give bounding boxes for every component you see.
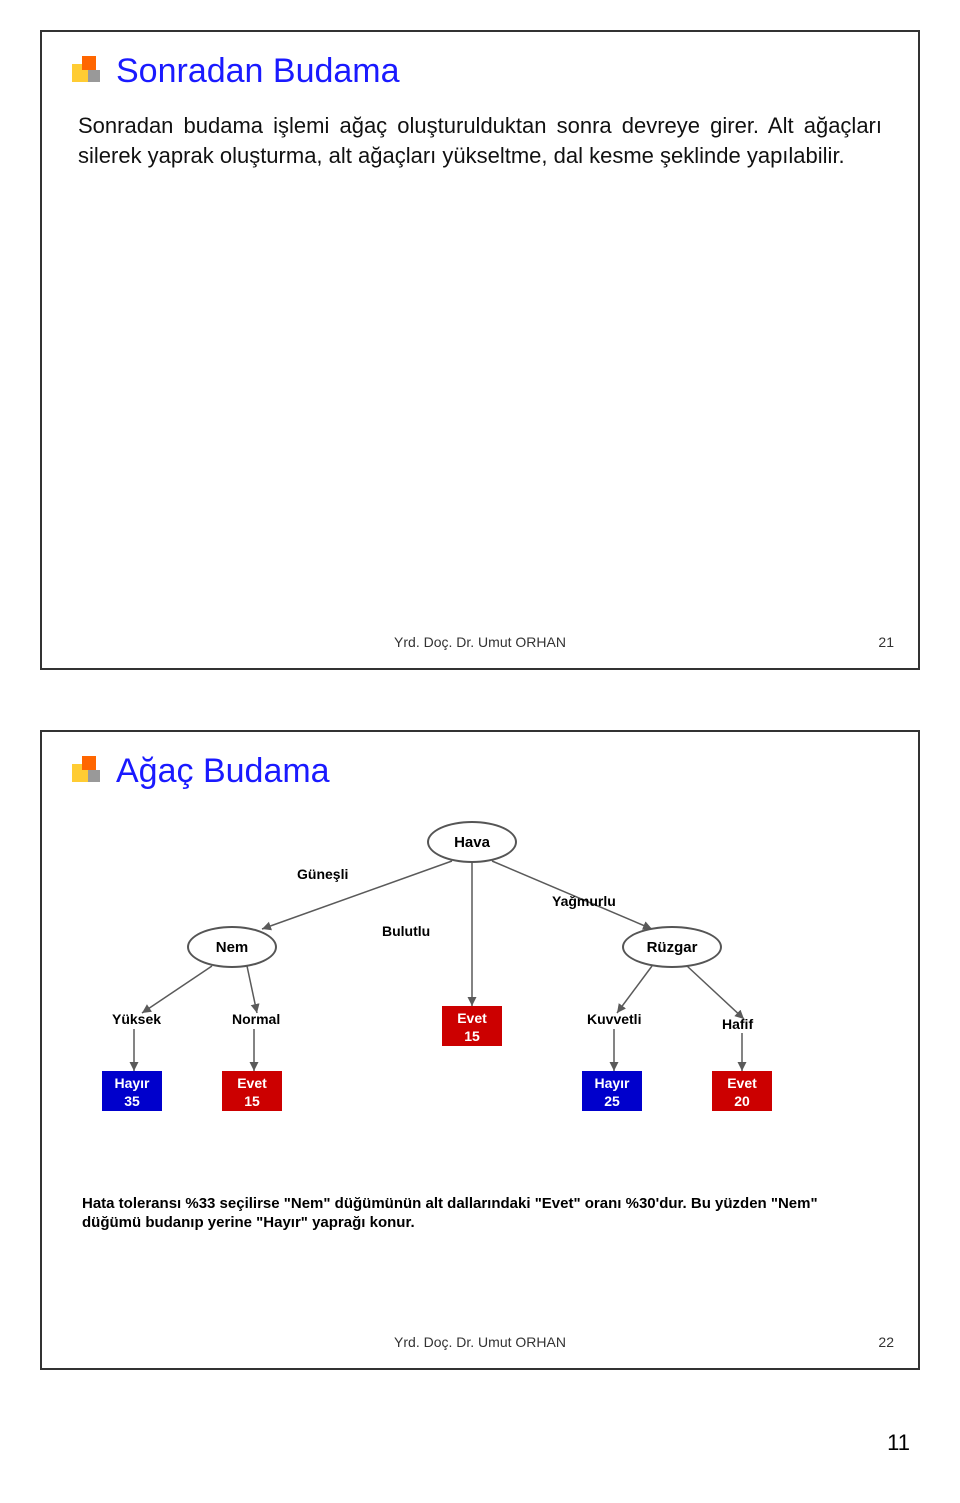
leaf-l1-label: Hayır <box>102 1075 162 1091</box>
slide2-title-row: Ağaç Budama <box>72 752 888 791</box>
slide-1: Sonradan Budama Sonradan budama işlemi a… <box>40 30 920 670</box>
slide1-title: Sonradan Budama <box>116 52 400 91</box>
node-nem: Nem <box>187 926 277 968</box>
edge-kuvvetli: Kuvvetli <box>587 1011 641 1027</box>
leaf-hayir-25: Hayır 25 <box>582 1071 642 1111</box>
leaf-l5-value: 20 <box>712 1093 772 1109</box>
leaf-evet-20: Evet 20 <box>712 1071 772 1111</box>
slide1-title-row: Sonradan Budama <box>72 52 888 91</box>
leaf-l3-label: Evet <box>442 1010 502 1026</box>
slide2-title: Ağaç Budama <box>116 752 330 791</box>
edge-normal: Normal <box>232 1011 280 1027</box>
node-hava-label: Hava <box>454 834 490 851</box>
slide1-body: Sonradan budama işlemi ağaç oluşturulduk… <box>78 111 882 170</box>
leaf-l4-label: Hayır <box>582 1075 642 1091</box>
slide2-number: 22 <box>878 1334 894 1350</box>
decision-tree: Hava Nem Rüzgar Güneşli Bulutlu Yağmurlu… <box>72 811 892 1191</box>
edge-hafif: Hafif <box>722 1016 753 1032</box>
leaf-l5-label: Evet <box>712 1075 772 1091</box>
node-ruzgar-label: Rüzgar <box>647 939 698 956</box>
edge-bulutlu: Bulutlu <box>382 923 430 939</box>
edge-gunesli: Güneşli <box>297 866 348 882</box>
page-number: 11 <box>40 1430 920 1456</box>
leaf-evet-15b: Evet 15 <box>442 1006 502 1046</box>
slide1-footer: Yrd. Doç. Dr. Umut ORHAN <box>42 634 918 650</box>
tree-edges <box>72 811 892 1191</box>
slide-2: Ağaç Budama Hava Nem Rüzgar <box>40 730 920 1370</box>
leaf-l3-value: 15 <box>442 1028 502 1044</box>
title-deco-icon <box>72 56 104 88</box>
leaf-l4-value: 25 <box>582 1093 642 1109</box>
slide2-caption: Hata toleransı %33 seçilirse "Nem" düğüm… <box>82 1195 878 1233</box>
edge-yuksek: Yüksek <box>112 1011 161 1027</box>
leaf-evet-15a: Evet 15 <box>222 1071 282 1111</box>
node-nem-label: Nem <box>216 939 249 956</box>
node-hava: Hava <box>427 821 517 863</box>
leaf-l2-label: Evet <box>222 1075 282 1091</box>
leaf-l1-value: 35 <box>102 1093 162 1109</box>
edge-yagmurlu: Yağmurlu <box>552 893 616 909</box>
title-deco-icon <box>72 756 104 788</box>
slide2-footer: Yrd. Doç. Dr. Umut ORHAN <box>42 1334 918 1350</box>
node-ruzgar: Rüzgar <box>622 926 722 968</box>
leaf-l2-value: 15 <box>222 1093 282 1109</box>
slide1-number: 21 <box>878 634 894 650</box>
leaf-hayir-35: Hayır 35 <box>102 1071 162 1111</box>
